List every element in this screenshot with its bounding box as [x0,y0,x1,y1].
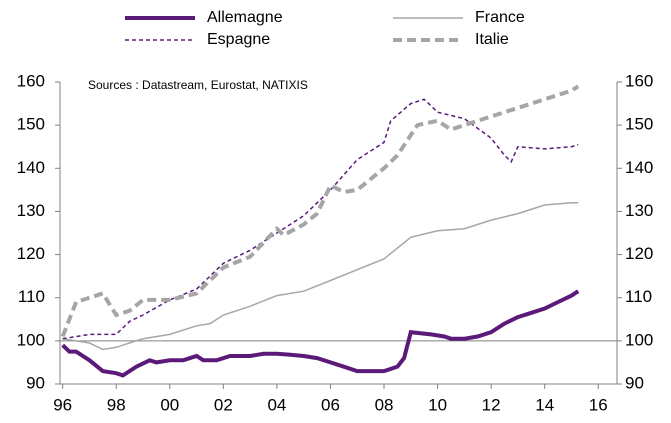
x-tick-label: 14 [535,395,554,414]
series-line [62,98,579,340]
y2-tick-label: 160 [625,71,653,90]
y-tick-label: 140 [17,158,45,177]
y2-tick-label: 110 [625,287,652,306]
x-tick-label: 10 [428,395,447,414]
x-tick-label: 06 [321,395,340,414]
y-tick-label: 90 [26,373,45,392]
y-tick-label: 150 [17,115,45,134]
x-tick-label: 98 [107,395,126,414]
y2-tick-label: 150 [625,115,653,134]
annotation: Sources : Datastream, Eurostat, NATIXIS [88,78,308,92]
y-tick-label: 130 [17,201,45,220]
x-tick-label: 02 [214,395,233,414]
legend-label: Allemagne [207,9,283,26]
y-tick-label: 110 [18,287,45,306]
legend-label: Espagne [207,31,270,48]
series-line [61,289,580,378]
x-tick-label: 16 [589,395,608,414]
x-tick-label: 96 [53,395,72,414]
y2-tick-label: 130 [625,201,653,220]
series-line [60,84,580,338]
series-line [62,202,579,351]
y2-tick-label: 100 [625,330,653,349]
legend-label: France [475,9,525,26]
legend-label: Italie [475,31,509,48]
x-tick-label: 00 [160,395,179,414]
y-tick-label: 120 [17,244,45,263]
y-tick-label: 160 [17,71,45,90]
y2-tick-label: 120 [625,244,653,263]
y2-tick-label: 90 [625,373,644,392]
y-tick-label: 100 [17,330,45,349]
x-tick-label: 12 [482,395,501,414]
x-tick-label: 04 [267,395,286,414]
y2-tick-label: 140 [625,158,653,177]
x-tick-label: 08 [375,395,394,414]
